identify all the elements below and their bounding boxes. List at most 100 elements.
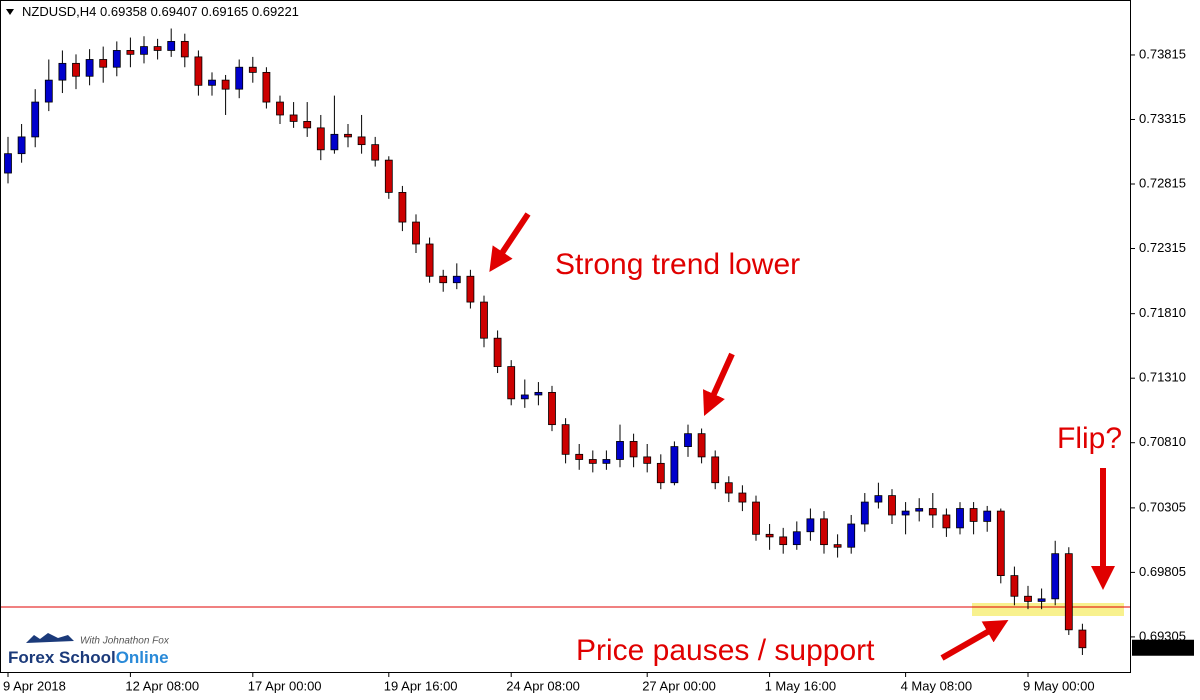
logo-tagline: With Johnathon Fox xyxy=(80,636,170,647)
x-tick-label: 9 May 00:00 xyxy=(1023,678,1095,693)
candle-body xyxy=(262,71,271,103)
x-tick-label: 17 Apr 00:00 xyxy=(248,678,322,693)
candle-body xyxy=(316,127,325,151)
candle-body xyxy=(670,446,679,484)
candle-body xyxy=(520,394,529,400)
candle-body xyxy=(112,50,121,68)
candle-body xyxy=(31,101,40,138)
candle-body xyxy=(425,243,434,277)
price-tag xyxy=(1132,639,1194,656)
candle-body xyxy=(507,366,516,400)
candle-body xyxy=(602,459,611,464)
candle-body xyxy=(969,508,978,522)
candle-body xyxy=(194,56,203,86)
candle-body xyxy=(140,46,148,55)
y-tick-label: 0.69805 xyxy=(1139,564,1186,579)
candle-body xyxy=(248,66,257,73)
candle-body xyxy=(17,136,26,155)
candle-body xyxy=(1024,595,1032,602)
candle-body xyxy=(452,275,461,284)
y-tick-label: 0.70810 xyxy=(1139,434,1186,449)
support-zone xyxy=(972,603,1124,616)
candle-body xyxy=(792,531,801,546)
y-tick-label: 0.73315 xyxy=(1139,111,1186,126)
candle-body xyxy=(575,453,584,460)
candle-body xyxy=(208,79,216,86)
candle-body xyxy=(942,514,951,529)
candle-body xyxy=(806,518,815,533)
ohlc: 0.69358 xyxy=(100,4,147,19)
logo: With Johnathon Fox Forex SchoolOnline xyxy=(8,633,170,667)
candle-body xyxy=(412,221,420,245)
candle-body xyxy=(996,510,1005,577)
candle-body xyxy=(235,66,244,90)
y-tick-label: 0.71810 xyxy=(1139,305,1186,320)
header: NZDUSD,H4 0.69358 0.69407 0.69165 0.6922… xyxy=(22,4,299,19)
candle-body xyxy=(901,510,910,516)
candle-body xyxy=(779,536,788,546)
candle-body xyxy=(697,433,706,458)
ohlc: 0.69407 xyxy=(151,4,198,19)
candle-body xyxy=(684,433,692,447)
candle-body xyxy=(956,508,964,529)
candle-body xyxy=(44,79,53,103)
candle-body xyxy=(847,523,856,548)
x-tick-label: 24 Apr 08:00 xyxy=(506,678,580,693)
price-tag-label: 0.69221 xyxy=(1137,639,1184,654)
y-tick-label: 0.71310 xyxy=(1139,370,1186,385)
candle-body xyxy=(289,114,298,122)
candle-body xyxy=(72,62,80,77)
candle-body xyxy=(983,510,992,522)
candle-body xyxy=(534,391,543,396)
candle-body xyxy=(752,501,760,535)
x-tick-label: 9 Apr 2018 xyxy=(3,678,66,693)
y-tick-label: 0.72815 xyxy=(1139,175,1186,190)
candle-body xyxy=(4,153,12,174)
candle-body xyxy=(629,441,638,458)
candle-body xyxy=(711,456,720,484)
candle-body xyxy=(724,482,733,494)
arrows xyxy=(489,212,1115,661)
arrow xyxy=(702,352,735,416)
candle-body xyxy=(58,62,67,81)
symbol: NZDUSD,H4 xyxy=(22,4,96,19)
candle-body xyxy=(820,518,828,546)
candle-body xyxy=(561,424,570,455)
candle-body xyxy=(276,101,284,116)
candle-body xyxy=(221,79,230,90)
candle-body xyxy=(371,144,380,161)
y-tick-label: 0.73815 xyxy=(1139,46,1186,61)
candle-body xyxy=(344,133,352,138)
candle-body xyxy=(928,508,937,516)
candle-body xyxy=(860,501,869,525)
candle-body xyxy=(1037,598,1046,602)
annotation: Strong trend lower xyxy=(555,248,800,281)
candle-body xyxy=(357,136,366,146)
candle-body xyxy=(616,441,624,460)
candle-body xyxy=(480,301,488,339)
arrow xyxy=(489,212,531,272)
ohlc: 0.69221 xyxy=(252,4,299,19)
candle-body xyxy=(588,459,597,464)
arrow xyxy=(940,620,1009,661)
annotation: Flip? xyxy=(1057,422,1122,455)
logo-brand: Forex School xyxy=(8,648,116,667)
candle-body xyxy=(180,41,189,58)
y-tick-label: 0.72315 xyxy=(1139,240,1186,255)
x-tick-label: 4 May 08:00 xyxy=(901,678,973,693)
x-tick-label: 19 Apr 16:00 xyxy=(384,678,458,693)
candle-body xyxy=(765,533,774,538)
plot-frame xyxy=(0,0,1131,673)
candle-body xyxy=(493,337,502,367)
candle-body xyxy=(303,121,312,129)
menu-triangle xyxy=(6,9,14,15)
candle-body xyxy=(738,492,747,503)
logo-brand-accent: Online xyxy=(116,648,169,667)
candle-body xyxy=(153,46,162,51)
candle-body xyxy=(1051,553,1060,600)
candle-body xyxy=(466,275,475,303)
candle-body xyxy=(126,50,135,55)
candle-body xyxy=(548,391,556,426)
candle-body xyxy=(398,191,407,223)
logo-icon xyxy=(26,633,74,643)
